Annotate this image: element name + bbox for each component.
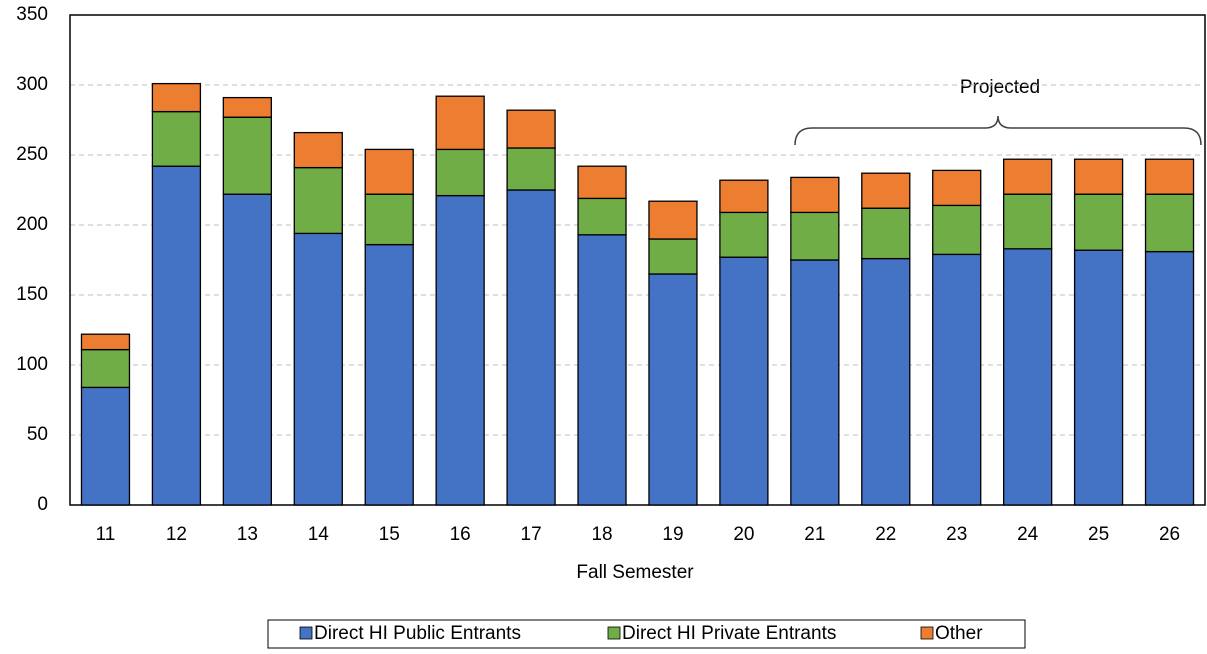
x-tick-label: 14 xyxy=(308,524,330,545)
bar-segment xyxy=(1003,158,1053,195)
x-tick-label: 18 xyxy=(591,524,612,545)
bar-segment xyxy=(861,257,911,506)
y-tick-label: 50 xyxy=(27,424,48,445)
x-tick-label: 19 xyxy=(662,524,683,545)
x-tick-label: 26 xyxy=(1159,524,1180,545)
y-tick-label: 350 xyxy=(16,4,48,25)
bar-segment xyxy=(577,165,627,200)
bar-segment xyxy=(790,259,840,506)
x-tick-label: 13 xyxy=(237,524,258,545)
annotation: Projected xyxy=(960,77,1040,98)
bar-segment xyxy=(577,234,627,506)
bar-segment xyxy=(861,207,911,260)
bar-segment xyxy=(364,148,414,195)
y-tick-label: 250 xyxy=(16,144,48,165)
bar-segment xyxy=(435,194,485,506)
bar-segment xyxy=(151,82,202,113)
legend-swatch xyxy=(920,626,934,640)
bar-segment xyxy=(80,348,131,389)
bar-segment xyxy=(1144,193,1195,253)
x-tick-label: 16 xyxy=(450,524,471,545)
x-tick-label: 24 xyxy=(1017,524,1039,545)
bar-segment xyxy=(861,172,911,209)
bar-segment xyxy=(222,193,272,506)
x-tick-label: 23 xyxy=(946,524,967,545)
bar-segment xyxy=(435,148,485,197)
bar-segment xyxy=(1073,158,1124,195)
bar-segment xyxy=(222,116,272,195)
projection-brace xyxy=(794,115,1202,146)
y-tick-label: 150 xyxy=(16,284,48,305)
x-tick-label: 12 xyxy=(166,524,187,545)
bar-segment xyxy=(932,204,982,256)
bar-segment xyxy=(506,109,556,149)
x-tick-label: 22 xyxy=(875,524,896,545)
y-tick-label: 200 xyxy=(16,214,48,235)
bar-segment xyxy=(932,253,982,506)
bar-segment xyxy=(719,256,769,506)
y-tick-label: 300 xyxy=(16,74,48,95)
bar-segment xyxy=(719,179,769,214)
legend-label: Direct HI Public Entrants xyxy=(314,623,521,644)
bar-segment xyxy=(506,189,556,506)
x-tick-label: 15 xyxy=(379,524,400,545)
legend-label: Other xyxy=(935,623,983,644)
bar-segment xyxy=(222,96,272,118)
x-tick-label: 11 xyxy=(96,524,116,545)
bar-segment xyxy=(648,238,698,275)
bar-segment xyxy=(80,386,131,506)
bar-segment xyxy=(932,169,982,207)
bar-segment xyxy=(1144,250,1195,506)
x-tick-label: 17 xyxy=(521,524,542,545)
bar-segment xyxy=(506,147,556,191)
bar-segment xyxy=(293,131,343,169)
bar-segment xyxy=(648,200,698,240)
y-tick-label: 100 xyxy=(16,354,48,375)
legend xyxy=(267,619,1026,649)
bar-segment xyxy=(648,273,698,506)
bar-segment xyxy=(435,95,485,151)
bar-segment xyxy=(1003,193,1053,250)
bar-segment xyxy=(790,176,840,214)
plot-frame xyxy=(69,14,1206,506)
bar-segment xyxy=(364,193,414,246)
bar-segment xyxy=(1144,158,1195,195)
bar-segment xyxy=(80,333,131,351)
x-tick-label: 20 xyxy=(733,524,754,545)
bar-segment xyxy=(577,197,627,236)
x-tick-label: 21 xyxy=(804,524,825,545)
bar-segment xyxy=(293,232,343,506)
legend-label: Direct HI Private Entrants xyxy=(622,623,836,644)
bar-segment xyxy=(1073,193,1124,251)
x-axis-label: Fall Semester xyxy=(576,562,694,583)
bar-segment xyxy=(1003,248,1053,506)
bar-segment xyxy=(293,166,343,235)
bar-segment xyxy=(1073,249,1124,506)
y-tick-label: 0 xyxy=(37,494,48,515)
bar-segment xyxy=(790,211,840,261)
legend-swatch xyxy=(299,626,313,640)
bar-segment xyxy=(719,211,769,258)
bar-segment xyxy=(151,165,202,506)
legend-swatch xyxy=(607,626,621,640)
x-tick-label: 25 xyxy=(1088,524,1109,545)
bar-segment xyxy=(364,243,414,506)
bar-segment xyxy=(151,110,202,167)
